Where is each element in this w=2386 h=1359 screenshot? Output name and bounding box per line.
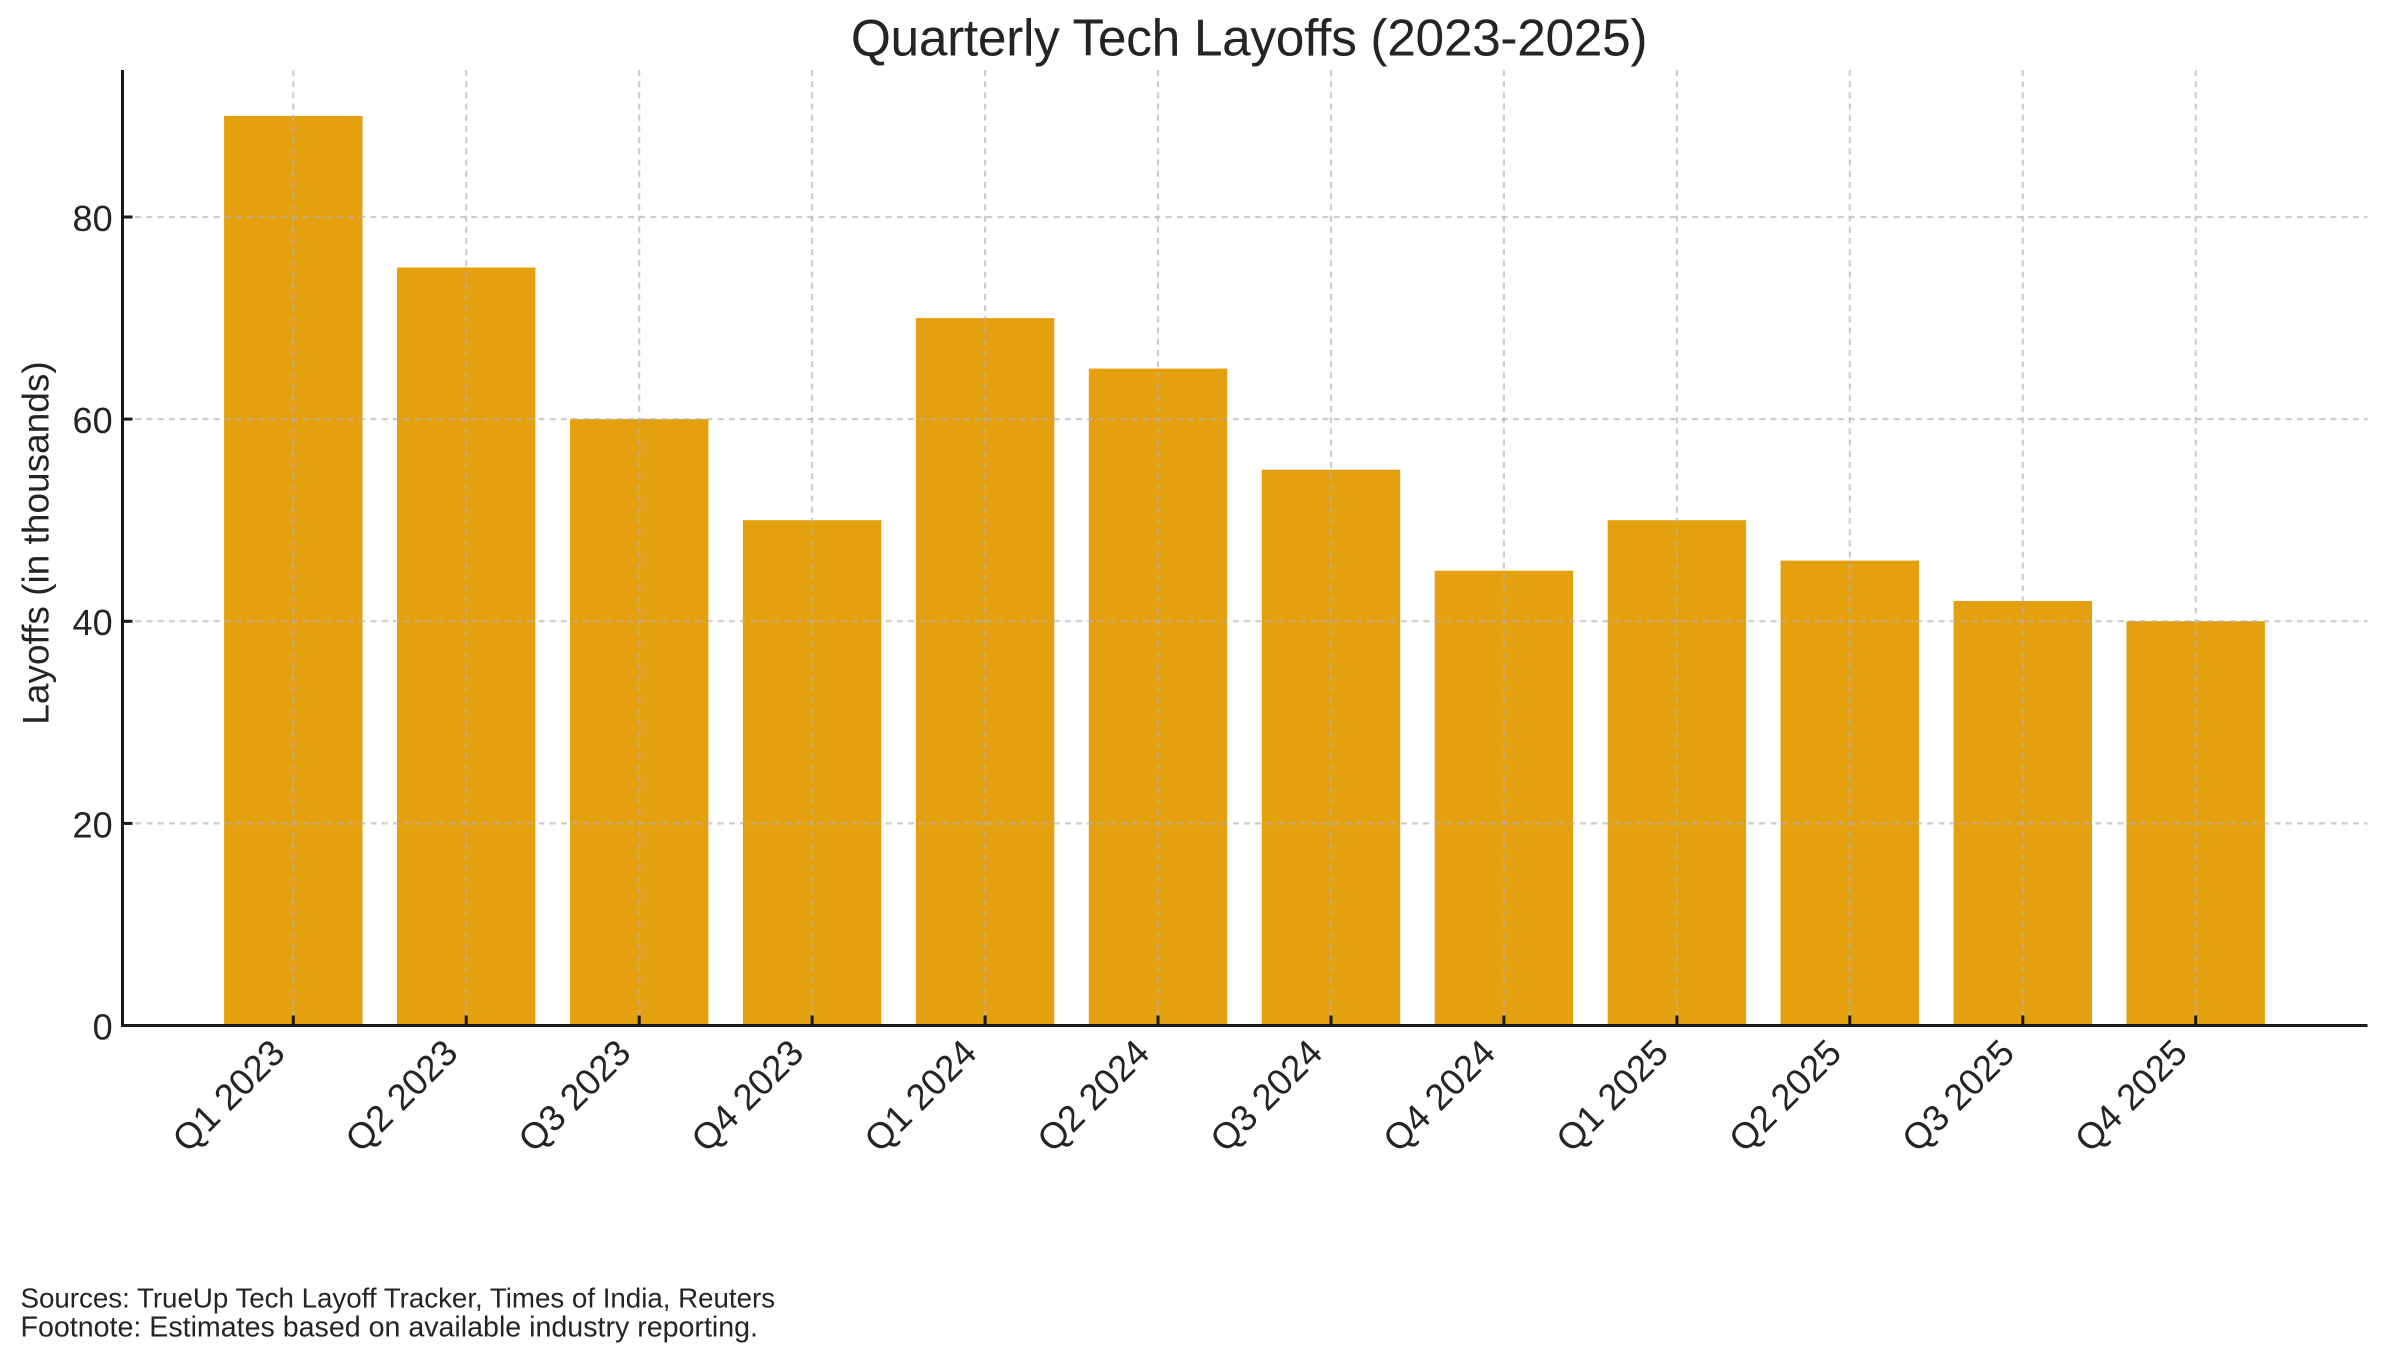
svg-text:80: 80 <box>73 198 113 239</box>
svg-text:Quarterly Tech Layoffs (2023-2: Quarterly Tech Layoffs (2023-2025) <box>851 9 1647 67</box>
svg-text:20: 20 <box>73 804 113 845</box>
svg-text:60: 60 <box>73 400 113 441</box>
svg-text:40: 40 <box>73 602 113 643</box>
svg-text:Footnote: Estimates based on a: Footnote: Estimates based on available i… <box>21 1311 759 1343</box>
svg-text:0: 0 <box>93 1007 113 1048</box>
svg-text:Sources: TrueUp Tech Layoff Tr: Sources: TrueUp Tech Layoff Tracker, Tim… <box>21 1283 776 1314</box>
svg-text:Layoffs (in thousands): Layoffs (in thousands) <box>16 361 57 724</box>
